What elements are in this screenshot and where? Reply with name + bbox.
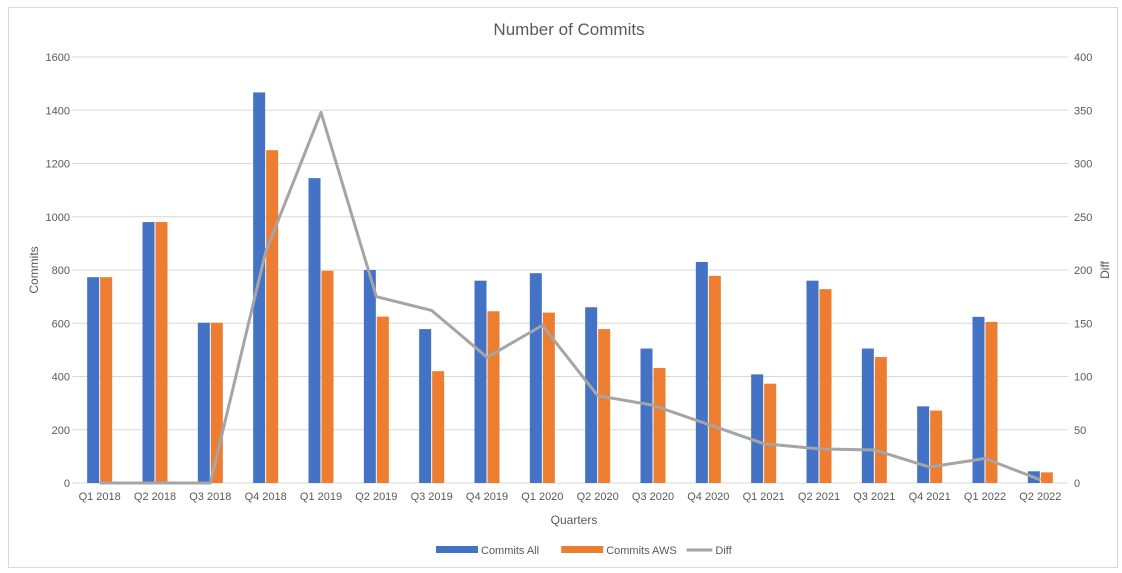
commits-aws-bar xyxy=(930,410,943,483)
commits-all-bar xyxy=(751,374,764,483)
x-tick-label: Q4 2019 xyxy=(466,491,508,503)
x-tick-label: Q3 2021 xyxy=(853,491,895,503)
y-axis-ticks: 0 200 400 600 800 1000 1200 1400 1600 xyxy=(46,52,70,490)
x-tick-label: Q2 2019 xyxy=(355,491,397,503)
x-tick-label: Q1 2020 xyxy=(521,491,563,503)
commits-all-bar xyxy=(640,348,653,483)
y-tick-label: 1600 xyxy=(46,52,70,64)
x-tick-label: Q4 2020 xyxy=(687,491,729,503)
commits-all-bar xyxy=(806,280,819,483)
legend-label: Commits AWS xyxy=(606,545,677,557)
x-axis-title: Quarters xyxy=(551,513,598,527)
commits-aws-bar xyxy=(542,312,555,483)
commits-all-bar xyxy=(308,178,321,484)
y-tick-label: 400 xyxy=(52,372,70,384)
commits-aws-bar xyxy=(266,150,279,483)
x-tick-label: Q2 2018 xyxy=(134,491,176,503)
y2-tick-label: 200 xyxy=(1074,265,1092,277)
commits-all-bar xyxy=(253,92,266,483)
gridlines xyxy=(72,56,1068,484)
chart-title: Number of Commits xyxy=(493,20,644,39)
x-tick-label: Q3 2020 xyxy=(632,491,674,503)
y-axis-title: Commits xyxy=(27,246,41,293)
commits-aws-bar xyxy=(376,316,389,483)
commits-aws-bar xyxy=(653,367,666,483)
x-tick-label: Q2 2021 xyxy=(798,491,840,503)
y2-axis-title: Diff xyxy=(1098,260,1112,278)
x-axis-ticks: Q1 2018 Q2 2018 Q3 2018 Q4 2018 Q1 2019 Q2 20… xyxy=(79,491,1062,503)
commits-all-bar xyxy=(87,277,100,483)
y2-tick-label: 250 xyxy=(1074,212,1092,224)
y2-tick-label: 50 xyxy=(1074,425,1086,437)
x-tick-label: Q2 2022 xyxy=(1019,491,1061,503)
commits-aws-bar xyxy=(764,383,777,483)
diff-line-layer xyxy=(99,110,1041,485)
bars xyxy=(87,92,1053,484)
legend-swatch xyxy=(436,546,478,553)
x-tick-label: Q1 2018 xyxy=(79,491,121,503)
commits-aws-bar xyxy=(432,371,445,483)
y2-tick-label: 300 xyxy=(1074,159,1092,171)
commits-all-bar xyxy=(419,329,432,483)
commits-all-bar xyxy=(363,270,376,483)
commits-all-bar xyxy=(197,322,210,483)
y2-tick-label: 350 xyxy=(1074,105,1092,117)
commits-all-bar xyxy=(474,280,487,483)
commits-all-bar xyxy=(142,222,155,483)
commits-all-bar xyxy=(585,307,598,483)
commits-aws-bar xyxy=(155,222,168,483)
commits-aws-bar xyxy=(598,329,611,483)
diff-line xyxy=(99,110,1041,485)
x-tick-label: Q2 2020 xyxy=(577,491,619,503)
commits-aws-bar xyxy=(708,275,721,483)
commits-aws-bar xyxy=(985,321,998,483)
commits-aws-bar xyxy=(100,277,113,483)
x-tick-label: Q1 2019 xyxy=(300,491,342,503)
x-tick-label: Q3 2019 xyxy=(411,491,453,503)
commits-all-bar xyxy=(972,316,985,483)
y-tick-label: 1400 xyxy=(46,105,70,117)
commits-aws-bar xyxy=(487,311,500,483)
y2-tick-label: 100 xyxy=(1074,372,1092,384)
legend-label: Commits All xyxy=(481,545,539,557)
legend: Commits All Commits AWS Diff xyxy=(436,545,733,557)
y-tick-label: 200 xyxy=(52,425,70,437)
commits-all-bar xyxy=(695,262,708,483)
y-tick-label: 1200 xyxy=(46,159,70,171)
y2-tick-label: 400 xyxy=(1074,52,1092,64)
y2-tick-label: 0 xyxy=(1074,478,1080,490)
x-tick-label: Q1 2022 xyxy=(964,491,1006,503)
x-tick-label: Q4 2021 xyxy=(909,491,951,503)
legend-label: Diff xyxy=(715,545,732,557)
x-tick-label: Q1 2021 xyxy=(743,491,785,503)
x-tick-label: Q4 2018 xyxy=(245,491,287,503)
y-tick-label: 0 xyxy=(64,478,70,490)
commits-all-bar xyxy=(861,348,874,483)
commits-all-bar xyxy=(917,406,930,483)
commits-aws-bar xyxy=(1040,472,1053,483)
y2-axis-ticks: 0 50 100 150 200 250 300 350 400 xyxy=(1074,52,1092,490)
commits-aws-bar xyxy=(819,289,832,483)
commits-all-bar xyxy=(529,273,542,483)
x-tick-label: Q3 2018 xyxy=(189,491,231,503)
commits-aws-bar xyxy=(874,357,887,483)
y-tick-label: 1000 xyxy=(46,212,70,224)
legend-swatch xyxy=(561,546,604,553)
y-tick-label: 600 xyxy=(52,318,70,330)
commits-aws-bar xyxy=(321,270,334,483)
y-tick-label: 800 xyxy=(52,265,70,277)
y2-tick-label: 150 xyxy=(1074,318,1092,330)
